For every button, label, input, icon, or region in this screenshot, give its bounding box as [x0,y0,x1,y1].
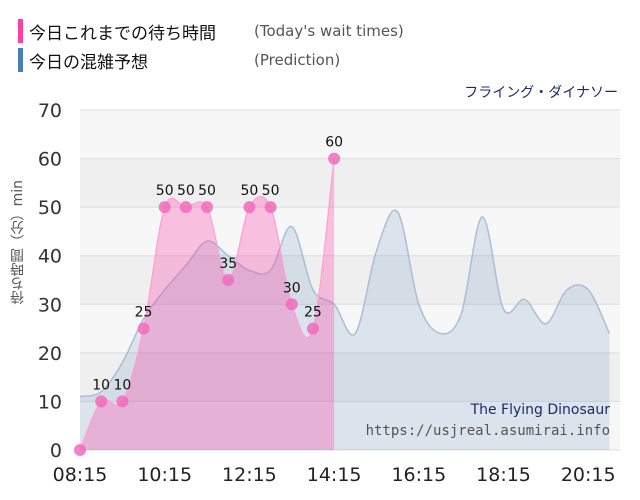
y-axis-label: 待ち時間（分）min [10,180,26,305]
legend-prediction: 今日の混雑予想 (Prediction) [18,47,340,73]
x-tick-label: 10:15 [137,464,192,486]
y-tick-label: 0 [50,440,62,462]
plot-band [80,304,620,353]
data-label: 35 [219,256,237,272]
data-label: 50 [240,183,258,199]
credit-url: https://usjreal.asumirai.info [365,423,610,439]
x-tick-label: 16:15 [391,464,446,486]
today-line [79,158,335,451]
prediction-area [80,210,610,450]
x-tick-label: 08:15 [53,464,108,486]
ride-name: フライング・ダイナソー [464,85,618,101]
data-label: 10 [92,377,110,393]
data-label: 10 [113,377,131,393]
today-point [264,201,277,214]
today-point [285,298,298,311]
legend-today-swatch [18,19,23,43]
today-point [328,152,341,165]
data-label: 50 [177,183,195,199]
plot-band [80,352,620,402]
data-label: 50 [156,183,174,199]
legend-today-label-en: (Today's wait times) [254,22,404,40]
data-label: 50 [262,183,280,199]
today-point [201,201,214,214]
y-tick-label: 40 [38,246,62,268]
x-tick-label: 20:15 [561,464,616,486]
x-tick-label: 14:15 [307,464,362,486]
today-point [116,395,129,408]
today-point [137,322,150,335]
y-tick-label: 50 [38,197,62,219]
legend-today-label-jp: 今日これまでの待ち時間 [29,23,216,44]
today-area [80,158,335,451]
data-label: 25 [304,305,322,321]
y-tick-label: 30 [38,294,62,316]
today-point [158,201,171,214]
legend-prediction-swatch [18,48,23,72]
today-point [243,201,256,214]
today-point [74,444,86,456]
today-point [179,201,192,214]
legend-today: 今日これまでの待ち時間 (Today's wait times) [18,18,404,44]
today-point [95,395,108,408]
prediction-line [79,209,611,398]
x-tick-label: 18:15 [476,464,531,486]
plot-band [80,207,620,256]
today-point [306,322,319,335]
y-tick-label: 20 [38,343,62,365]
data-label: 60 [325,135,343,151]
y-tick-label: 60 [38,149,62,171]
credit-name: The Flying Dinosaur [470,402,610,418]
plot-band [80,401,620,450]
legend-prediction-label-en: (Prediction) [254,51,341,69]
plot-band [80,255,620,305]
x-tick-label: 12:15 [222,464,277,486]
legend-prediction-label-jp: 今日の混雑予想 [29,52,148,73]
y-tick-label: 70 [38,100,62,122]
today-point [222,274,235,286]
data-label: 30 [283,280,301,296]
y-tick-label: 10 [38,391,62,413]
data-label: 50 [198,183,216,199]
data-label: 25 [135,305,153,321]
plot-band [80,110,620,159]
